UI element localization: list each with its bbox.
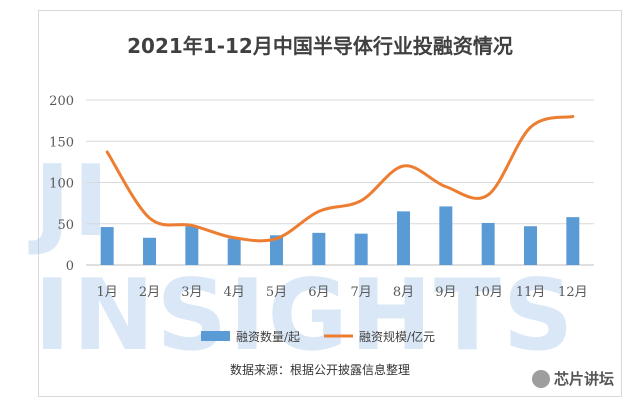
x-tick-label: 8月 <box>393 285 414 300</box>
x-axis-ticks: 1月 2月 3月 4月 5月 6月 7月 8月 9月 10月 11月 12月 <box>97 285 588 300</box>
watermark-text: JI INSIGHTS <box>34 145 576 373</box>
line-series <box>105 115 575 243</box>
x-tick-label: 10月 <box>473 285 503 300</box>
y-axis-ticks: 0 50 100 150 200 <box>49 94 74 274</box>
x-tick-label: 12月 <box>558 285 588 300</box>
bar <box>227 238 241 265</box>
chart-frame <box>38 10 622 397</box>
account-name: 芯片讲坛 <box>554 370 615 388</box>
x-tick-label: 11月 <box>516 285 546 300</box>
bar <box>143 237 156 265</box>
bar <box>185 226 199 265</box>
y-tick-label: 0 <box>66 259 74 274</box>
y-tick-label: 150 <box>49 135 74 150</box>
x-tick-label: 6月 <box>308 285 329 300</box>
wechat-icon <box>532 369 550 388</box>
series-line <box>105 115 575 243</box>
legend-label-bar: 融资数量/起 <box>236 329 300 344</box>
x-tick-label: 7月 <box>351 285 372 300</box>
chart-title: 2021年1-12月中国半导体行业投融资情况 <box>127 34 513 58</box>
bar <box>397 211 410 265</box>
bar <box>481 222 495 265</box>
bar-series <box>100 206 580 265</box>
bar <box>566 217 580 265</box>
bar <box>312 232 326 265</box>
legend-swatch-bar <box>201 331 230 341</box>
legend-label-line: 融资规模/亿元 <box>359 329 435 344</box>
y-tick-label: 100 <box>49 177 74 192</box>
x-tick-label: 5月 <box>266 285 287 300</box>
grid-lines <box>86 99 594 266</box>
source-note: 数据来源：根据公开披露信息整理 <box>229 363 410 377</box>
y-tick-label: 50 <box>57 218 74 233</box>
y-tick-label: 200 <box>49 94 74 109</box>
bar <box>270 235 283 265</box>
bar <box>524 226 537 265</box>
x-tick-label: 2月 <box>139 285 160 300</box>
x-tick-label: 4月 <box>224 285 245 300</box>
legend: 融资数量/起 融资规模/亿元 <box>201 329 435 344</box>
bar <box>100 227 114 265</box>
bar <box>439 206 453 265</box>
x-tick-label: 9月 <box>435 285 456 300</box>
bar <box>354 233 368 265</box>
x-tick-label: 1月 <box>97 285 118 300</box>
wechat-badge: 芯片讲坛 <box>532 368 614 389</box>
x-tick-label: 3月 <box>181 285 202 300</box>
